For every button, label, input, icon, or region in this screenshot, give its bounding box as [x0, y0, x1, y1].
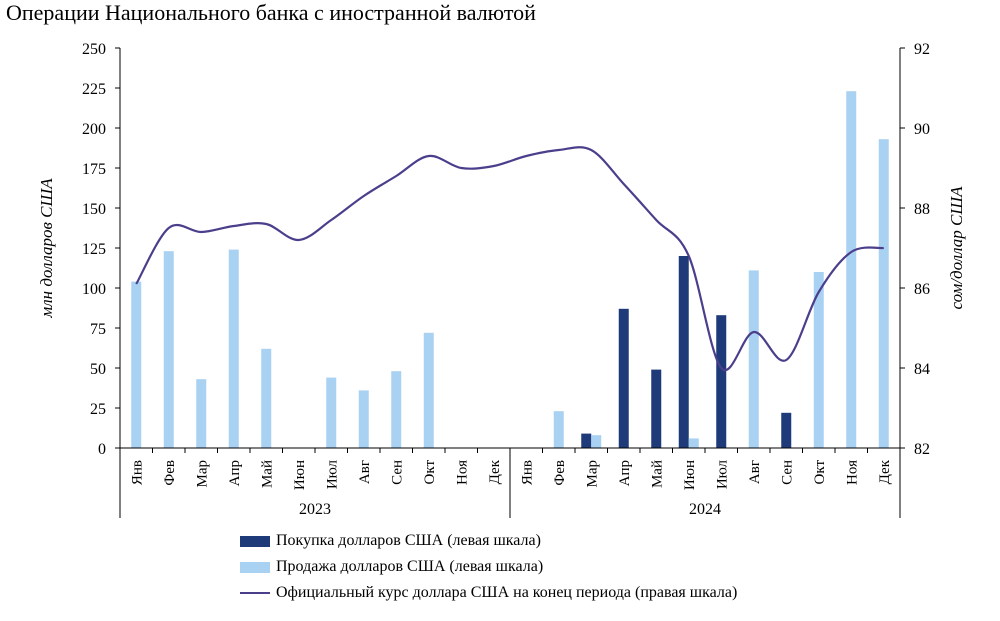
rate-line	[135, 146, 884, 372]
x-category-label: Авг	[357, 460, 373, 484]
right-tick-label: 86	[914, 281, 930, 298]
bar-sell	[813, 272, 824, 448]
x-category-label: Ноя	[844, 460, 860, 485]
x-category-label: Июн	[292, 460, 308, 490]
bar-sell	[228, 249, 239, 448]
bar-sell	[358, 390, 369, 448]
x-category-label: Дек	[877, 459, 893, 484]
right-tick-label: 84	[914, 361, 930, 378]
right-tick-label: 88	[914, 201, 930, 218]
bar-sell	[326, 377, 337, 448]
x-category-label: Фев	[162, 460, 178, 486]
bar-buy	[618, 308, 629, 448]
legend-item-sell: Продажа долларов США (левая шкала)	[240, 554, 737, 580]
x-category-label: Янв	[519, 460, 535, 485]
x-category-label: Июн	[682, 460, 698, 490]
bar-sell	[846, 91, 857, 448]
bar-sell	[163, 251, 174, 448]
bar-sell	[261, 348, 272, 448]
bar-sell	[131, 281, 142, 448]
x-category-label: Окт	[812, 460, 828, 485]
x-category-label: Дек	[487, 459, 503, 484]
left-tick-label: 200	[82, 121, 106, 138]
right-tick-label: 90	[914, 121, 930, 138]
bar-sell	[196, 379, 207, 448]
bar-sell	[391, 371, 402, 448]
left-tick-label: 125	[82, 241, 106, 258]
chart-title: Операции Национального банка с иностранн…	[6, 0, 536, 25]
x-category-label: Окт	[422, 460, 438, 485]
legend-swatch-sell	[240, 561, 270, 573]
right-axis-title: сом/доллар США	[947, 186, 966, 310]
x-category-label: Мар	[194, 460, 210, 488]
bar-buy	[781, 412, 792, 448]
left-tick-label: 250	[82, 41, 106, 58]
bar-buy	[678, 256, 689, 448]
year-label: 2023	[299, 501, 331, 518]
x-category-label: Фев	[552, 460, 568, 486]
legend-swatch-buy	[240, 535, 270, 547]
bar-buy	[651, 369, 662, 448]
legend-label-sell: Продажа долларов США (левая шкала)	[276, 558, 544, 575]
bar-sell	[878, 139, 889, 448]
x-category-label: Апр	[227, 460, 243, 486]
left-tick-label: 225	[82, 81, 106, 98]
bar-sell	[553, 411, 564, 448]
left-axis-title: млн долларов США	[37, 178, 56, 319]
left-tick-label: 175	[82, 161, 106, 178]
left-tick-label: 75	[90, 321, 106, 338]
right-tick-label: 92	[914, 41, 930, 58]
legend-label-rate: Официальный курс доллара США на конец пе…	[276, 584, 738, 601]
bar-buy	[581, 433, 592, 448]
legend-item-rate: Официальный курс доллара США на конец пе…	[240, 580, 737, 606]
bar-sell	[591, 435, 602, 448]
bar-sell	[748, 270, 759, 448]
year-label: 2024	[689, 501, 721, 518]
x-category-label: Авг	[747, 460, 763, 484]
legend-swatch-rate	[240, 592, 270, 594]
bar-sell	[688, 438, 699, 448]
legend-label-buy: Покупка долларов США (левая шкала)	[276, 532, 541, 549]
x-category-label: Май	[649, 460, 665, 488]
bar-buy	[716, 315, 727, 448]
x-category-label: Июл	[324, 459, 340, 489]
legend-item-buy: Покупка долларов США (левая шкала)	[240, 528, 737, 554]
left-tick-label: 25	[90, 401, 106, 418]
left-tick-label: 50	[90, 361, 106, 378]
x-category-label: Апр	[617, 460, 633, 486]
bar-sell	[423, 332, 434, 448]
x-category-label: Май	[259, 460, 275, 488]
left-tick-label: 100	[82, 281, 106, 298]
x-category-label: Сен	[779, 460, 795, 485]
x-category-label: Мар	[584, 460, 600, 488]
right-tick-label: 82	[914, 441, 930, 458]
x-category-label: Янв	[129, 460, 145, 485]
x-category-label: Сен	[389, 460, 405, 485]
left-tick-label: 150	[82, 201, 106, 218]
x-category-label: Июл	[714, 459, 730, 489]
x-category-label: Ноя	[454, 460, 470, 485]
chart-legend: Покупка долларов США (левая шкала) Прода…	[240, 528, 737, 606]
left-tick-label: 0	[98, 441, 106, 458]
